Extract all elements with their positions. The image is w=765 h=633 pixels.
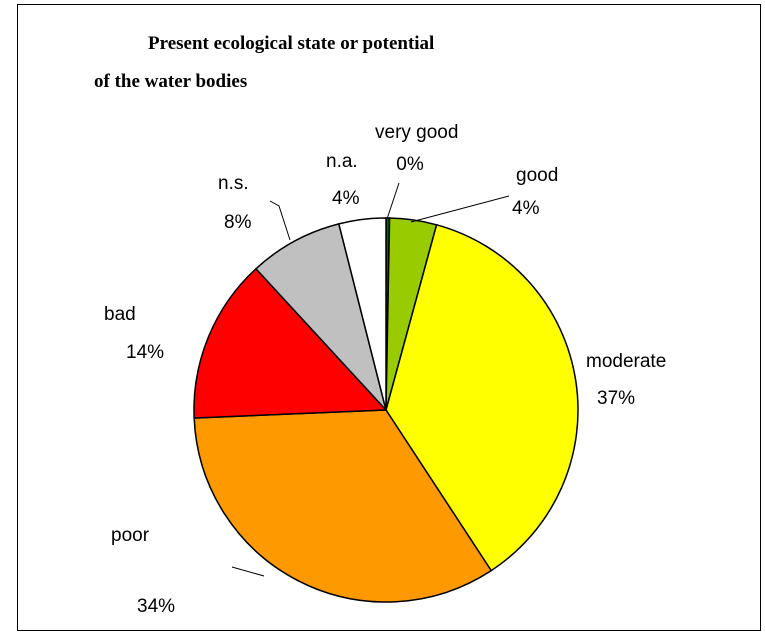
leader-line (269, 200, 291, 241)
slice-label: good (516, 165, 558, 186)
slice-label: n.s. (218, 173, 249, 194)
slice-label: poor (111, 525, 150, 546)
pie-slice-n-s (254, 222, 387, 411)
slice-percent-label: 4% (332, 188, 360, 209)
leader-line (410, 195, 510, 223)
leader-line (386, 182, 400, 220)
leader-line (231, 566, 265, 577)
slice-percent-label: 8% (224, 212, 252, 233)
slice-label: n.a. (326, 151, 358, 172)
pie-slice-n-a (337, 217, 387, 411)
slice-percent-label: 14% (126, 342, 164, 363)
chart-title-line-1: Present ecological state or potential (148, 33, 434, 54)
slice-percent-label: 37% (597, 388, 635, 409)
slice-label: very good (375, 122, 458, 143)
slice-label: moderate (586, 351, 666, 372)
chart-title-line-2: of the water bodies (94, 71, 247, 92)
slice-percent-label: 34% (137, 596, 175, 617)
slice-percent-label: 4% (512, 198, 540, 219)
pie-slice-bad (193, 267, 388, 419)
slice-percent-label: 0% (396, 154, 424, 175)
pie-slice-poor (193, 409, 493, 603)
pie-slice-moderate (385, 223, 579, 572)
slice-label: bad (104, 304, 136, 325)
